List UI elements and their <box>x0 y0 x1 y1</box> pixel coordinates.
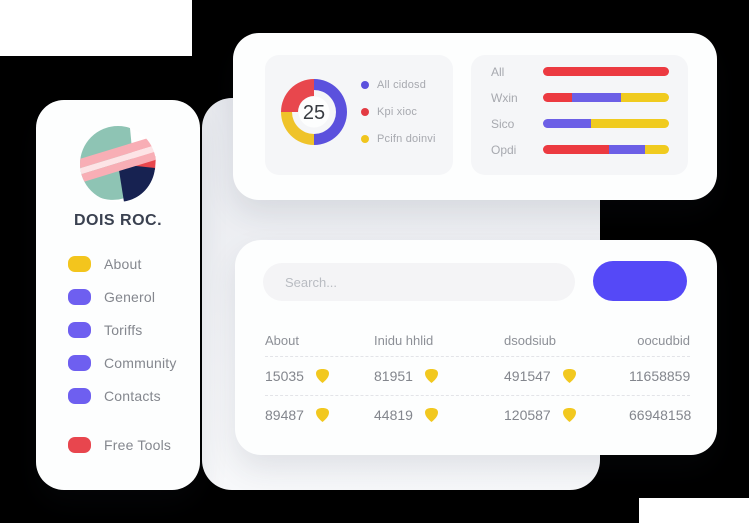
column-header-dsodsiub: dsodsiub <box>504 332 557 348</box>
sidebar-item-label: Generol <box>104 288 156 305</box>
cell-value: 89487 <box>265 407 304 423</box>
bar-label: Sico <box>491 116 515 131</box>
shield-badge-icon <box>315 408 329 422</box>
brand-logo <box>78 124 158 204</box>
donut-segment-yellow <box>281 112 314 145</box>
sidebar-item-generol[interactable]: Generol <box>68 285 190 308</box>
sidebar-item-free-tools[interactable]: Free Tools <box>68 433 190 456</box>
table-cell: 491547 <box>504 368 629 384</box>
sidebar-menu: About Generol Toriffs Community Contacts… <box>68 252 190 456</box>
background-block-bottom-right <box>639 498 749 523</box>
stats-card: 25 All cidosd Kpi xioc Pcifn doinvi <box>233 33 717 200</box>
sidebar-item-label: About <box>104 255 142 272</box>
donut-segment-red <box>281 79 314 112</box>
donut-chart-panel: 25 All cidosd Kpi xioc Pcifn doinvi <box>265 55 453 175</box>
bar-row-wxin: Wxin <box>491 90 669 105</box>
cell-value: 44819 <box>374 407 413 423</box>
data-table: About Inidu hhlid dsodsiub oocudbid 1503… <box>265 324 691 434</box>
legend-label: Kpi xioc <box>377 105 418 118</box>
donut-center-value: 25 <box>303 102 325 124</box>
bar-track <box>543 67 669 76</box>
table-cell: 120587 <box>504 407 629 423</box>
bar-chart-panel: All Wxin Sico Opdi <box>471 55 688 175</box>
stacked-bar-chart: All Wxin Sico Opdi <box>491 64 669 157</box>
legend-row: All cidosd <box>361 77 436 92</box>
table-header-row: About Inidu hhlid dsodsiub oocudbid <box>265 324 690 356</box>
bar-track <box>543 119 669 128</box>
table-row[interactable]: 89487 44819 120587 <box>265 395 691 434</box>
contacts-blob-icon <box>68 387 91 404</box>
about-blob-icon <box>68 255 91 272</box>
generol-blob-icon <box>68 288 91 305</box>
sidebar-item-community[interactable]: Community <box>68 351 190 374</box>
cell-value: 11658859 <box>629 368 691 384</box>
sidebar-item-label: Toriffs <box>104 321 143 338</box>
cell-value: 66948158 <box>629 407 692 423</box>
shield-badge-icon <box>562 369 576 383</box>
toriffs-blob-icon <box>68 321 91 338</box>
table-cell: 44819 <box>374 407 504 423</box>
table-cell: 66948158 <box>629 407 691 423</box>
cell-value: 15035 <box>265 368 304 384</box>
table-cell: 81951 <box>374 368 504 384</box>
column-header-about: About <box>265 332 299 348</box>
bar-row-sico: Sico <box>491 116 669 131</box>
donut-hole <box>298 96 330 128</box>
shield-badge-icon <box>424 408 438 422</box>
sidebar-item-contacts[interactable]: Contacts <box>68 384 190 407</box>
background-block-top-left <box>0 0 192 56</box>
donut-segment-blue <box>314 79 347 145</box>
shield-badge-icon <box>424 369 438 383</box>
legend-dot-red <box>361 107 369 116</box>
legend-dot-blue <box>361 80 369 89</box>
cell-value: 491547 <box>504 368 551 384</box>
table-cell: 15035 <box>265 368 374 384</box>
legend-label: Pcifn doinvi <box>377 132 436 145</box>
column-header-inidu-hhlid: Inidu hhlid <box>374 332 434 348</box>
community-blob-icon <box>68 354 91 371</box>
bar-label: Wxin <box>491 90 518 105</box>
cell-value: 81951 <box>374 368 413 384</box>
legend-row: Pcifn doinvi <box>361 131 436 146</box>
table-row[interactable]: 15035 81951 491547 <box>265 356 690 395</box>
sidebar-item-label: Community <box>104 354 177 371</box>
sidebar-item-about[interactable]: About <box>68 252 190 275</box>
column-header-oocudbid: oocudbid <box>637 332 690 348</box>
sidebar-item-label: Contacts <box>104 387 161 404</box>
search-input[interactable] <box>263 263 575 301</box>
brand-title: DOIS ROC. <box>73 212 163 229</box>
primary-action-button[interactable] <box>593 261 687 301</box>
shield-badge-icon <box>562 408 576 422</box>
legend-label: All cidosd <box>377 78 427 91</box>
sidebar-item-label: Free Tools <box>104 436 172 453</box>
bar-track <box>543 145 669 154</box>
bar-track <box>543 93 669 102</box>
table-card: About Inidu hhlid dsodsiub oocudbid 1503… <box>235 240 717 455</box>
bar-row-opdi: Opdi <box>491 142 669 157</box>
bar-row-all: All <box>491 64 669 79</box>
bar-label: All <box>491 64 505 79</box>
cell-value: 120587 <box>504 407 551 423</box>
donut-chart: 25 <box>281 79 347 145</box>
donut-legend: All cidosd Kpi xioc Pcifn doinvi <box>361 77 436 146</box>
sidebar-item-toriffs[interactable]: Toriffs <box>68 318 190 341</box>
legend-row: Kpi xioc <box>361 104 436 119</box>
logo-icon <box>80 126 156 202</box>
table-cell: 89487 <box>265 407 374 423</box>
table-cell: 11658859 <box>629 368 690 384</box>
free-tools-blob-icon <box>68 436 91 453</box>
sidebar: DOIS ROC. About Generol Toriffs Communit… <box>36 100 200 490</box>
shield-badge-icon <box>315 369 329 383</box>
bar-label: Opdi <box>491 142 517 157</box>
legend-dot-yellow <box>361 134 369 143</box>
